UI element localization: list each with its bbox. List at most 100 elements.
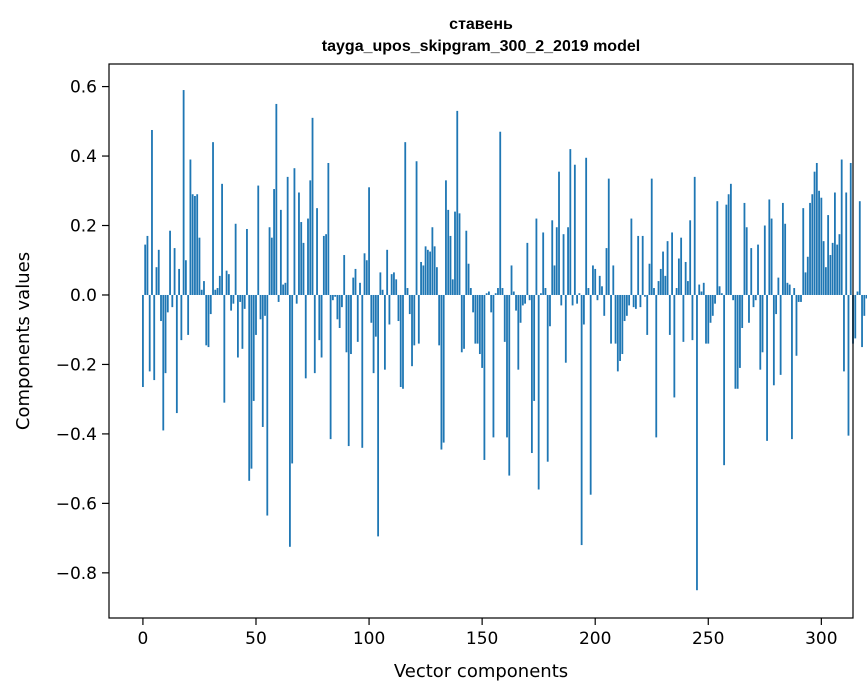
bar (734, 294, 737, 389)
bar (644, 294, 646, 297)
bar (677, 258, 680, 295)
bar (338, 294, 341, 328)
bar (601, 286, 603, 295)
bar (858, 201, 861, 295)
bar (218, 275, 221, 295)
bar (460, 294, 463, 353)
y-axis-ticks: 0.6 0.4 0.2 0.0 −0.2 −0.4 −0.6 −0.8 (56, 78, 109, 584)
bar (264, 294, 266, 316)
bar (311, 117, 314, 295)
bar (422, 265, 425, 295)
x-axis-label: Vector components (394, 661, 568, 682)
bar (861, 294, 863, 348)
bar (451, 279, 454, 295)
bar (605, 248, 608, 295)
bar (655, 294, 658, 438)
bar (200, 289, 203, 295)
bar (343, 255, 346, 295)
bar (598, 275, 601, 295)
bar (237, 294, 239, 358)
bar (571, 294, 574, 306)
bar (576, 294, 579, 304)
bar (198, 237, 201, 295)
bar (827, 215, 830, 295)
bar (352, 277, 355, 295)
y-tick-label: 0.4 (70, 147, 97, 167)
bar (610, 294, 612, 344)
bar (499, 131, 502, 295)
bar (648, 263, 651, 295)
bar (458, 213, 461, 295)
bar (739, 294, 741, 368)
bar (411, 294, 413, 367)
bar (641, 235, 644, 295)
bar (476, 294, 479, 344)
bar (261, 294, 264, 427)
bar (467, 263, 470, 295)
plot-frame (108, 63, 854, 619)
bar (300, 222, 303, 295)
bar (689, 220, 692, 295)
bar (691, 294, 694, 341)
bar (546, 294, 549, 462)
bar (372, 294, 375, 374)
bar (492, 294, 495, 438)
bar (304, 294, 307, 379)
bar (553, 265, 556, 295)
bar (736, 294, 739, 389)
bar (178, 268, 181, 295)
bar (481, 294, 484, 368)
bar (743, 202, 746, 295)
bar (806, 256, 809, 295)
bar (270, 237, 273, 295)
bar (445, 180, 447, 295)
bar (558, 171, 560, 295)
bar (517, 294, 520, 370)
bar (155, 267, 158, 295)
bar (239, 294, 242, 302)
y-tick-label: −0.4 (56, 425, 97, 445)
bar (865, 294, 867, 299)
bar (173, 248, 176, 295)
bar (696, 294, 698, 591)
bar (811, 194, 814, 295)
bar (621, 294, 624, 355)
bar (698, 284, 701, 295)
chart-title-line1: ставень (449, 16, 513, 33)
bar (555, 227, 558, 295)
bar (800, 294, 802, 302)
bar (275, 103, 278, 295)
bar (528, 294, 531, 301)
bar (838, 234, 841, 295)
bar (381, 289, 384, 295)
bar (327, 162, 330, 295)
bar (623, 294, 626, 322)
bar (836, 244, 839, 295)
bar (429, 251, 432, 295)
bar (508, 294, 511, 476)
bar (603, 294, 606, 316)
bar (847, 294, 850, 436)
bar (175, 294, 178, 414)
bar (725, 204, 728, 295)
bars-group (142, 90, 867, 591)
bar (707, 294, 710, 344)
bar (711, 294, 714, 316)
bar (257, 185, 260, 295)
bar (578, 293, 581, 295)
bar (616, 294, 619, 372)
bar (680, 237, 683, 295)
bar (157, 249, 160, 295)
bar (494, 293, 497, 295)
bar (766, 294, 768, 441)
bar (456, 110, 459, 295)
bar (171, 294, 174, 308)
bar (582, 294, 585, 325)
y-tick-label: 0.6 (70, 78, 97, 98)
bar (820, 197, 823, 295)
y-tick-label: 0.2 (70, 217, 97, 237)
bar (404, 142, 407, 295)
bar (221, 183, 223, 295)
bar (659, 268, 662, 295)
bar (151, 129, 153, 295)
